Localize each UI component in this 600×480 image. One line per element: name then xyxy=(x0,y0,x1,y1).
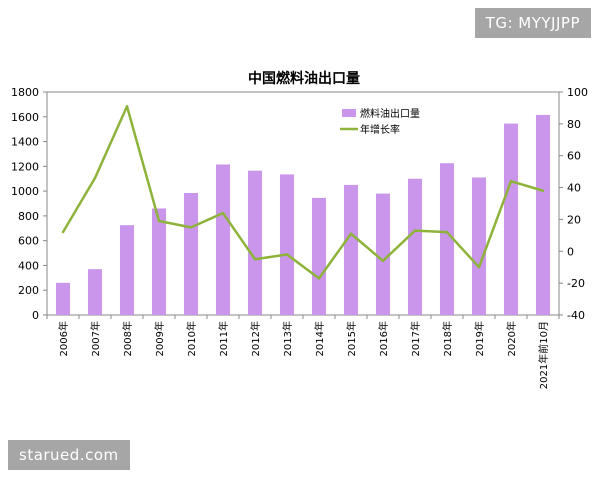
growth-rate-point xyxy=(413,229,417,232)
bar xyxy=(119,225,135,315)
bar xyxy=(151,208,167,315)
x-axis-tick-label: 2020年 xyxy=(505,321,518,356)
x-axis-tick-label: 2006年 xyxy=(57,321,70,356)
left-axis-tick-label: 1200 xyxy=(11,160,39,173)
watermark-site: starued.com xyxy=(8,440,130,470)
right-axis-tick-label: 60 xyxy=(567,150,581,163)
growth-rate-line xyxy=(61,105,544,280)
right-axis-tick-label: 0 xyxy=(567,245,574,258)
left-axis-tick-label: 200 xyxy=(18,284,39,297)
legend-bar-label: 燃料油出口量 xyxy=(360,107,420,120)
growth-rate-point xyxy=(93,176,97,180)
left-axis-tick-label: 1400 xyxy=(11,136,39,149)
growth-rate-point xyxy=(317,277,321,280)
right-axis-tick-label: 20 xyxy=(567,213,581,226)
bar xyxy=(183,192,199,315)
bar xyxy=(471,177,487,315)
right-axis-tick-label: 100 xyxy=(567,86,588,99)
right-axis-tick-label: 40 xyxy=(567,182,581,195)
x-axis-tick-label: 2021年前10月 xyxy=(537,321,550,389)
growth-rate-point xyxy=(125,105,129,108)
bar xyxy=(503,123,519,315)
left-axis-tick-label: 0 xyxy=(32,309,39,322)
x-axis-tick-label: 2013年 xyxy=(281,321,294,356)
left-axis-tick-label: 400 xyxy=(18,259,39,272)
growth-rate-point xyxy=(509,180,513,183)
growth-rate-point xyxy=(477,266,481,269)
growth-rate-point xyxy=(253,258,257,261)
x-axis-tick-label: 2007年 xyxy=(89,321,102,356)
growth-rate-point xyxy=(381,259,385,263)
growth-rate-point xyxy=(349,232,353,235)
left-axis-tick-label: 1600 xyxy=(11,111,39,124)
right-axis-tick-label: -40 xyxy=(567,309,585,322)
bar xyxy=(311,197,327,315)
x-axis-tick-label: 2014年 xyxy=(313,321,326,356)
bar xyxy=(247,170,263,315)
bar xyxy=(439,163,455,315)
watermark-tg: TG: MYYJJPP xyxy=(474,8,591,38)
left-axis-tick-label: 1800 xyxy=(11,86,39,99)
x-axis-tick-label: 2016年 xyxy=(377,321,390,356)
left-axis-tick-label: 1000 xyxy=(11,185,39,198)
bar xyxy=(343,184,359,315)
bar xyxy=(215,164,231,315)
growth-rate-point xyxy=(221,211,225,215)
legend: 燃料油出口量 年增长率 xyxy=(340,107,420,136)
growth-rate-point xyxy=(285,253,289,256)
left-axis-tick-label: 800 xyxy=(18,210,39,223)
x-axis-tick-label: 2017年 xyxy=(409,321,422,356)
bar xyxy=(407,178,423,315)
bar xyxy=(55,282,71,315)
legend-line-label: 年增长率 xyxy=(360,123,400,136)
growth-rate-point xyxy=(541,189,545,192)
growth-rate-point xyxy=(61,230,65,234)
growth-rate-point xyxy=(445,230,449,234)
growth-rate-point xyxy=(157,219,161,223)
x-axis-tick-label: 2011年 xyxy=(217,321,230,356)
bar xyxy=(375,193,391,315)
bar xyxy=(87,269,103,315)
legend-bar-swatch xyxy=(342,109,356,117)
x-axis-tick-label: 2009年 xyxy=(153,321,166,356)
chart-title: 中国燃料油出口量 xyxy=(248,70,360,87)
plot-area: 0 200 400 600 800 1000 1200 1400 1600 1800 -40 -20 0… xyxy=(11,86,588,389)
growth-rate-point xyxy=(189,226,193,229)
x-axis-tick-label: 2008年 xyxy=(121,321,134,356)
left-axis-tick-label: 600 xyxy=(18,235,39,248)
right-axis-tick-label: -20 xyxy=(567,277,585,290)
x-axis-tick-label: 2018年 xyxy=(441,321,454,356)
x-axis-tick-label: 2019年 xyxy=(473,321,486,356)
x-axis-tick-label: 2010年 xyxy=(185,321,198,356)
bar xyxy=(279,174,295,315)
right-axis-tick-label: 80 xyxy=(567,118,581,131)
x-axis-tick-label: 2012年 xyxy=(249,321,262,356)
x-axis-tick-label: 2015年 xyxy=(345,321,358,356)
bar xyxy=(535,114,551,316)
